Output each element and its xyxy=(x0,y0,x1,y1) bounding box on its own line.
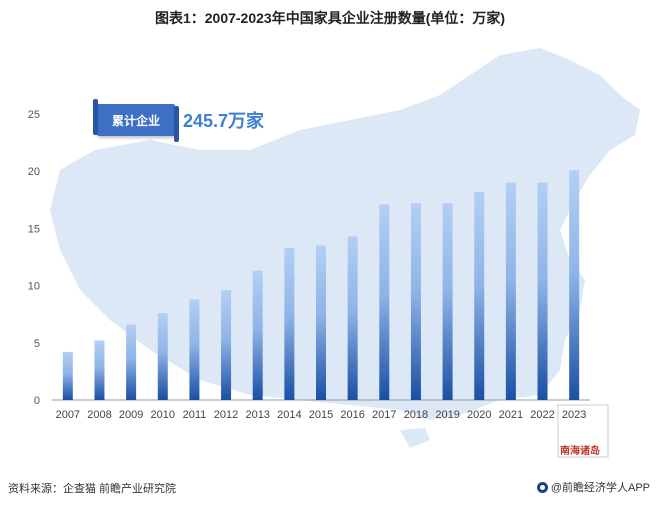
x-tick-label: 2007 xyxy=(56,409,80,421)
bar-2011 xyxy=(189,299,200,400)
hainan-island xyxy=(400,428,430,448)
bar-2009 xyxy=(126,324,137,400)
x-tick-label: 2013 xyxy=(245,409,269,421)
chart-title: 图表1：2007-2023年中国家具企业注册数量(单位：万家) xyxy=(154,10,506,26)
bar-2017 xyxy=(379,204,390,400)
cumulative-value: 245.7万家 xyxy=(183,111,265,131)
x-tick-label: 2019 xyxy=(435,409,459,421)
brand-credit: @前瞻经济学人APP xyxy=(536,479,650,495)
bar-2023 xyxy=(569,170,580,400)
bar-2021 xyxy=(505,182,516,400)
bar-2015 xyxy=(316,245,326,400)
bar-2012 xyxy=(221,290,232,400)
x-tick-label: 2023 xyxy=(562,409,586,421)
bar-2014 xyxy=(284,247,295,400)
bar-2008 xyxy=(94,340,105,400)
bar-2013 xyxy=(252,270,263,400)
x-tick-label: 2021 xyxy=(499,409,523,421)
x-tick-label: 2008 xyxy=(87,409,111,421)
x-tick-label: 2016 xyxy=(340,409,364,421)
south-sea-label: 南海诸岛 xyxy=(560,446,600,457)
cumulative-label-badge: 累计企业 xyxy=(93,99,179,142)
bar-2007 xyxy=(62,351,73,400)
y-tick-label: 20 xyxy=(28,166,40,178)
y-tick-label: 5 xyxy=(34,338,40,350)
x-tick-label: 2014 xyxy=(277,409,301,421)
y-tick-label: 10 xyxy=(28,281,40,293)
bar-2010 xyxy=(157,313,168,400)
bar-2019 xyxy=(442,203,453,400)
bar-2018 xyxy=(410,203,421,400)
bar-2016 xyxy=(347,236,358,400)
bar-2022 xyxy=(537,182,548,400)
x-tick-label: 2009 xyxy=(119,409,143,421)
x-tick-label: 2011 xyxy=(183,409,207,421)
y-tick-label: 15 xyxy=(28,223,40,235)
qianzhan-logo-icon xyxy=(536,481,548,493)
x-tick-label: 2022 xyxy=(530,409,554,421)
source-note: 资料来源：企查猫 前瞻产业研究院 xyxy=(8,483,177,495)
south-sea-box xyxy=(557,404,609,458)
x-tick-label: 2020 xyxy=(467,409,491,421)
x-tick-label: 2015 xyxy=(309,409,333,421)
y-tick-label: 0 xyxy=(34,395,40,407)
x-tick-label: 2010 xyxy=(151,409,175,421)
x-tick-label: 2017 xyxy=(372,409,396,421)
brand-text: @前瞻经济学人APP xyxy=(550,482,650,494)
bar-2020 xyxy=(474,191,485,400)
cumulative-label: 累计企业 xyxy=(111,113,160,128)
x-tick-label: 2018 xyxy=(404,409,428,421)
x-tick-label: 2012 xyxy=(214,409,238,421)
y-tick-label: 25 xyxy=(28,109,40,121)
